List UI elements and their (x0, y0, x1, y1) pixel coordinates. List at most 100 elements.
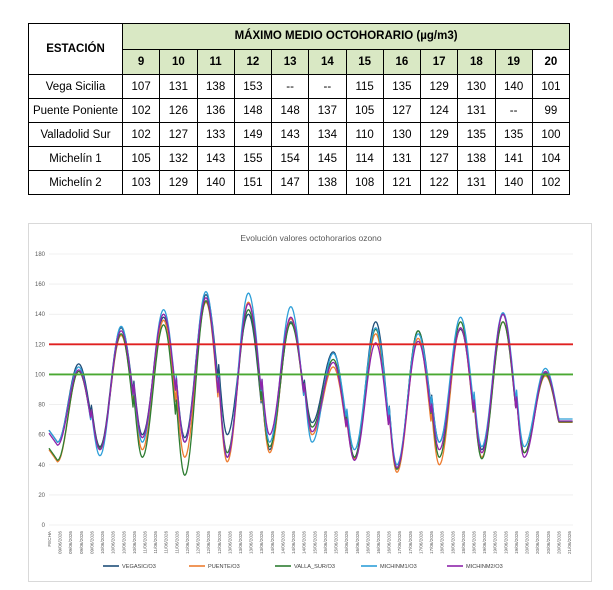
x-tick-label: 10/06/2026 (111, 531, 116, 554)
table-cell: 105 (345, 98, 384, 123)
table-cell: 147 (270, 170, 310, 195)
table-cell: 131 (382, 146, 422, 171)
day-header: 14 (308, 48, 347, 75)
day-header: 17 (419, 48, 459, 75)
series-line (48, 297, 573, 469)
x-tick-label: 09/06/2026 (58, 531, 63, 554)
table-cell: 151 (233, 170, 273, 195)
x-tick-label: 17/06/2026 (429, 531, 434, 554)
station-name: Michelín 2 (28, 170, 123, 195)
day-header: 13 (270, 48, 310, 75)
table-body: Vega Sicilia 107 131 138 153 -- -- 115 135 129 130… (28, 74, 571, 195)
table-cell: -- (494, 98, 533, 123)
x-tick-label: 19/06/2026 (503, 531, 508, 554)
table-cell: 133 (196, 122, 235, 147)
table-cell: 131 (457, 98, 496, 123)
series-line (48, 301, 573, 473)
x-tick-label: 09/06/2026 (89, 531, 94, 554)
x-tick-label: 12/06/2026 (217, 531, 222, 554)
table-cell: 132 (159, 146, 198, 171)
table-cell: 140 (494, 74, 533, 99)
y-tick-label: 0 (42, 523, 46, 529)
x-tick-label: 14/06/2026 (280, 531, 285, 554)
table-cell: 141 (494, 146, 533, 171)
day-header: 20 (531, 48, 571, 75)
y-tick-label: 180 (35, 252, 46, 258)
table-cell: 143 (196, 146, 235, 171)
table-cell: 138 (196, 74, 235, 99)
x-tick-label: 12/06/2026 (185, 531, 190, 554)
table-cell: 154 (270, 146, 310, 171)
table-cell: 134 (308, 122, 347, 147)
day-header: 18 (457, 48, 496, 75)
x-tick-label: 13/06/2026 (227, 531, 232, 554)
x-tick-label: 14/06/2026 (302, 531, 307, 554)
x-tick-label: 17/06/2026 (408, 531, 413, 554)
legend-label: VALLA_SUR/O3 (294, 564, 335, 570)
table-cell: 102 (531, 170, 571, 195)
table-cell: 126 (159, 98, 198, 123)
y-tick-label: 100 (35, 372, 46, 378)
x-tick-label: 21/06/2026 (567, 531, 572, 554)
day-header: 16 (382, 48, 422, 75)
table-row: Michelín 1 105 132 143 155 154 145 114 131 127 138… (28, 146, 571, 171)
table-cell: 131 (457, 170, 496, 195)
table-cell: -- (270, 74, 310, 99)
table-cell: 143 (270, 122, 310, 147)
table-cell: 127 (159, 122, 198, 147)
legend-label: MICHINM1/O3 (380, 564, 417, 570)
x-tick-label: 09/06/2026 (68, 531, 73, 554)
table-cell: 138 (308, 170, 347, 195)
legend-label: PUENTE/O3 (208, 564, 240, 570)
table-cell: 129 (419, 74, 459, 99)
y-tick-label: 20 (38, 493, 45, 499)
x-tick-label: 20/06/2026 (525, 531, 530, 554)
legend-label: MICHINM2/O3 (466, 564, 503, 570)
table-cell: 114 (345, 146, 384, 171)
table-cell: 140 (196, 170, 235, 195)
x-tick-label: 11/06/2026 (164, 531, 169, 554)
day-header: 12 (233, 48, 273, 75)
x-tick-label: 16/06/2026 (387, 531, 392, 554)
table-cell: 110 (345, 122, 384, 147)
x-tick-label: 19/06/2026 (482, 531, 487, 554)
table-cell: 130 (457, 74, 496, 99)
y-tick-label: 120 (35, 342, 46, 348)
x-tick-label: 16/06/2026 (376, 531, 381, 554)
table-cell: 108 (345, 170, 384, 195)
day-header: 15 (345, 48, 384, 75)
table-row: Vega Sicilia 107 131 138 153 -- -- 115 135 129 130… (28, 74, 571, 99)
x-tick-label: 13/06/2026 (238, 531, 243, 554)
table-cell: 137 (308, 98, 347, 123)
table-cell: 127 (382, 98, 422, 123)
chart-title: Evolución valores octohorarios ozono (240, 233, 382, 243)
x-tick-label: 11/06/2026 (174, 531, 179, 554)
station-name: Puente Poniente (28, 98, 123, 123)
table-cell: 136 (196, 98, 235, 123)
ozone-chart: Evolución valores octohorarios ozono 0 20 4… (28, 223, 592, 582)
table-cell: 145 (308, 146, 347, 171)
y-tick-label: 140 (35, 312, 46, 318)
day-header: 9 (121, 48, 161, 75)
table-cell: 148 (233, 98, 273, 123)
main-header: MÁXIMO MEDIO OCTOHORARIO (µg/m3) (121, 23, 571, 50)
x-tick-label: 12/06/2026 (206, 531, 211, 554)
station-name: Valladolid Sur (28, 122, 123, 147)
table-cell: 99 (531, 98, 571, 123)
x-tick-label: 10/06/2026 (100, 531, 105, 554)
x-tick-label: 15/06/2026 (334, 531, 339, 554)
table-cell: 127 (419, 146, 459, 171)
table-cell: 135 (457, 122, 496, 147)
x-tick-label: 18/06/2026 (450, 531, 455, 554)
table-cell: 115 (345, 74, 384, 99)
table-cell: 102 (121, 98, 161, 123)
table-cell: 140 (494, 170, 533, 195)
day-header: 10 (159, 48, 198, 75)
x-tick-label: 19/06/2026 (493, 531, 498, 554)
ozone-max-table: ESTACIÓN MÁXIMO MEDIO OCTOHORARIO (µg/m3… (28, 23, 571, 195)
x-tick-label: 14/06/2026 (291, 531, 296, 554)
x-tick-label: 15/06/2026 (344, 531, 349, 554)
table-cell: 129 (419, 122, 459, 147)
chart-svg: Evolución valores octohorarios ozono 0 20 4… (35, 233, 573, 570)
x-tick-label: 18/06/2026 (461, 531, 466, 554)
